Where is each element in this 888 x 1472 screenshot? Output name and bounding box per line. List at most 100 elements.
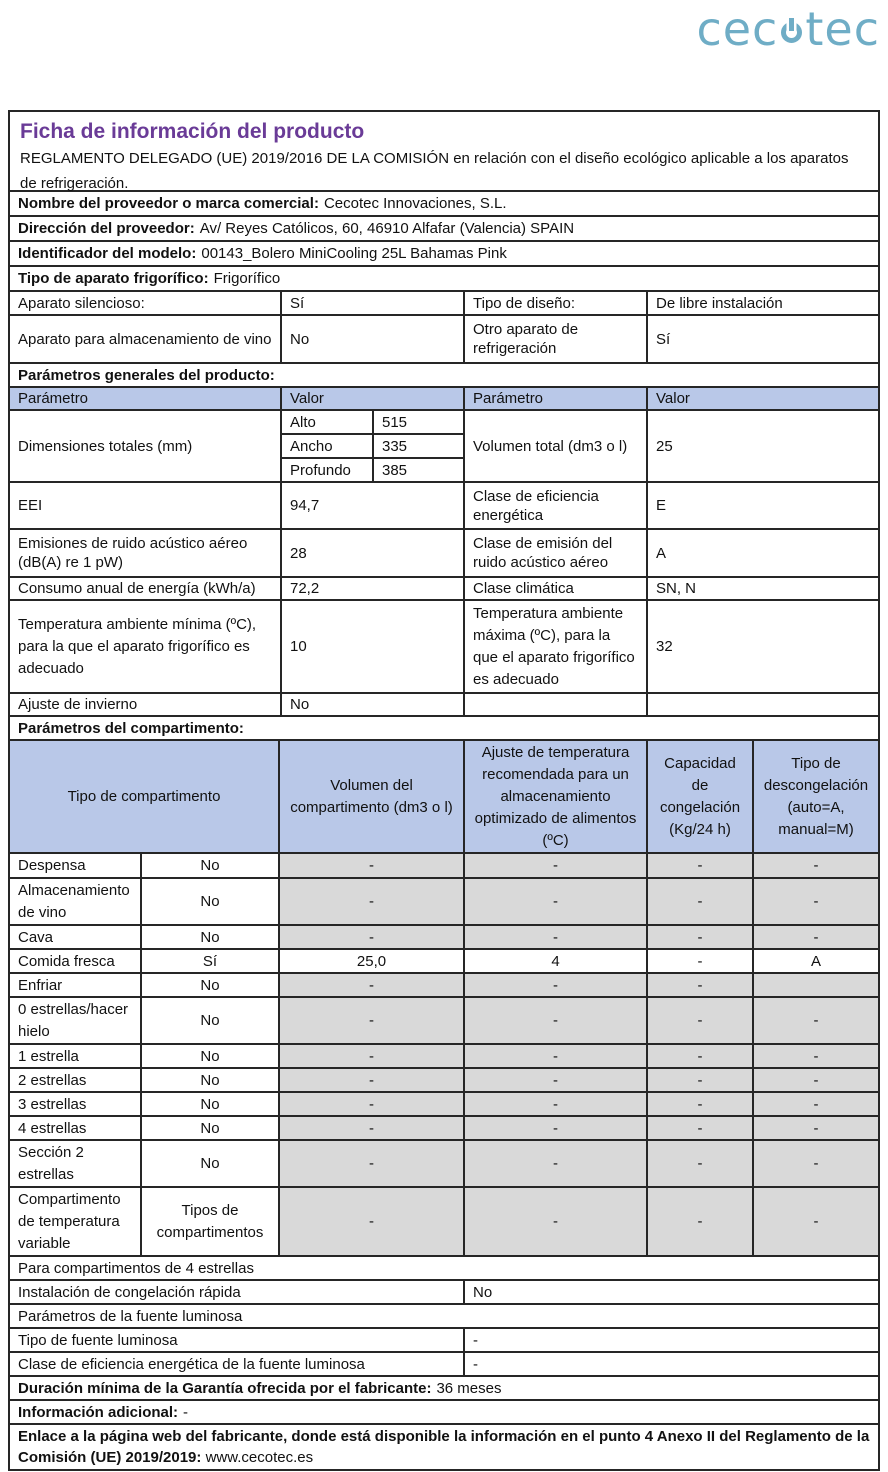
- compartment-defrost: A: [810, 952, 821, 970]
- compartment-status: No: [142, 1117, 280, 1139]
- row-additional-info: Información adicional: -: [10, 1401, 878, 1425]
- warranty-label: Duración mínima de la Garantía ofrecida …: [18, 1379, 432, 1397]
- other-refrigeration-label: Otro aparato de refrigeración: [465, 316, 648, 362]
- row-warranty: Duración mínima de la Garantía ofrecida …: [10, 1377, 878, 1401]
- compartment-temp: -: [465, 879, 648, 924]
- winter-setting-label: Ajuste de invierno: [10, 694, 282, 715]
- dim-ancho-label: Ancho: [282, 435, 374, 457]
- compartment-name: 0 estrellas/hacer hielo: [10, 998, 142, 1043]
- compartment-status: No: [142, 879, 280, 924]
- col-header-temp-setting: Ajuste de temperatura recomendada para u…: [465, 741, 648, 852]
- product-information-sheet: Ficha de información del producto REGLAM…: [8, 110, 880, 1471]
- compartment-defrost: -: [754, 1117, 878, 1139]
- compartment-volume: -: [280, 1141, 465, 1186]
- light-class-value: -: [473, 1355, 478, 1373]
- compartment-status: No: [142, 1069, 280, 1091]
- noise-class-label: Clase de emisión del ruido acústico aére…: [465, 530, 648, 576]
- row-appliance-type: Tipo de aparato frigorífico: Frigorífico: [10, 267, 878, 292]
- light-type-label: Tipo de fuente luminosa: [10, 1329, 465, 1351]
- energy-class-label: Clase de eficiencia energética: [465, 483, 648, 528]
- compartment-defrost: -: [754, 879, 878, 924]
- compartment-row-comida-fresca: Comida fresca Sí 25,0 4 - A: [10, 950, 878, 974]
- compartment-row-cava: Cava No - - - -: [10, 926, 878, 950]
- page-title: Ficha de información del producto: [20, 120, 365, 143]
- row-consumption: Consumo anual de energía (kWh/a) 72,2 Cl…: [10, 578, 878, 601]
- compartment-temp: -: [465, 1117, 648, 1139]
- compartment-name: Almacenamiento de vino: [10, 879, 142, 924]
- climate-class-label: Clase climática: [465, 578, 648, 599]
- compartment-name: Despensa: [10, 854, 142, 877]
- dim-ancho-value: 335: [382, 437, 408, 455]
- winter-setting-empty-2: [648, 694, 878, 715]
- compartment-temp: -: [465, 854, 648, 877]
- compartment-volume: -: [280, 879, 465, 924]
- row-light-source-title: Parámetros de la fuente luminosa: [10, 1305, 878, 1329]
- compartment-status: Sí: [142, 950, 280, 972]
- compartment-capacity: -: [648, 926, 754, 948]
- noise-class-value: A: [656, 544, 667, 562]
- dimensions-label: Dimensiones totales (mm): [10, 411, 282, 481]
- compartment-table-header: Tipo de compartimento Volumen del compar…: [10, 741, 878, 854]
- compartment-temp: -: [465, 1093, 648, 1115]
- compartment-capacity: -: [648, 1045, 754, 1067]
- row-silent-design: Aparato silencioso: Sí Tipo de diseño: D…: [10, 292, 878, 316]
- design-type-value: De libre instalación: [656, 294, 783, 312]
- provider-address-value: Av/ Reyes Católicos, 60, 46910 Alfafar (…: [199, 220, 575, 237]
- manufacturer-link-label: Enlace a la página web del fabricante, d…: [18, 1428, 870, 1466]
- compartment-volume: -: [280, 926, 465, 948]
- winter-setting-value: No: [282, 694, 465, 715]
- silent-appliance-label: Aparato silencioso:: [10, 292, 282, 314]
- compartment-temp: -: [465, 1188, 648, 1255]
- dimensions-subtable: Alto 515 Ancho 335 Profundo 385: [282, 411, 465, 481]
- row-four-star-title: Para compartimentos de 4 estrellas: [10, 1257, 878, 1281]
- compartment-volume: -: [280, 1188, 465, 1255]
- logo-text-right: tec: [805, 2, 880, 56]
- row-provider-address: Dirección del proveedor: Av/ Reyes Católi…: [10, 217, 878, 242]
- silent-appliance-value: Sí: [282, 292, 465, 314]
- wine-storage-value: No: [282, 316, 465, 362]
- provider-name-value: Cecotec Innovaciones, S.L.: [323, 195, 507, 212]
- max-temp-value: 32: [656, 638, 673, 655]
- compartment-volume: -: [280, 1093, 465, 1115]
- compartment-temp: -: [465, 1045, 648, 1067]
- additional-info-label: Información adicional:: [18, 1403, 179, 1421]
- general-parameters-title: Parámetros generales del producto:: [18, 366, 275, 384]
- compartment-parameters-title: Parámetros del compartimento:: [18, 719, 244, 737]
- row-noise: Emisiones de ruido acústico aéreo (dB(A)…: [10, 530, 878, 578]
- section-general-parameters: Parámetros generales del producto:: [10, 364, 878, 388]
- col-header-defrost-type: Tipo de descongelación (auto=A, manual=M…: [763, 754, 869, 838]
- compartment-row-despensa: Despensa No - - - -: [10, 854, 878, 879]
- compartment-temp: -: [465, 1141, 648, 1186]
- max-temp-label: Temperatura ambiente máxima (ºC), para l…: [465, 601, 648, 692]
- compartment-temp: 4: [465, 950, 648, 972]
- regulation-subtitle: REGLAMENTO DELEGADO (UE) 2019/2016 DE LA…: [20, 150, 849, 192]
- general-table-header: Parámetro Valor Parámetro Valor: [10, 388, 878, 411]
- compartment-name: 4 estrellas: [10, 1117, 142, 1139]
- compartment-volume: -: [280, 854, 465, 877]
- compartment-volume: -: [280, 974, 465, 996]
- noise-emission-value: 28: [282, 530, 465, 576]
- row-provider-name: Nombre del proveedor o marca comercial: C…: [10, 192, 878, 217]
- compartment-row-2-estrellas: 2 estrellas No - - - -: [10, 1069, 878, 1093]
- row-dimensions: Dimensiones totales (mm) Alto 515 Ancho …: [10, 411, 878, 483]
- other-refrigeration-value: Sí: [656, 330, 671, 348]
- compartment-row-0-estrellas: 0 estrellas/hacer hielo No - - - -: [10, 998, 878, 1045]
- row-wine-other: Aparato para almacenamiento de vino No O…: [10, 316, 878, 364]
- compartment-row-4-estrellas: 4 estrellas No - - - -: [10, 1117, 878, 1141]
- compartment-status: No: [142, 974, 280, 996]
- annual-consumption-label: Consumo anual de energía (kWh/a): [10, 578, 282, 599]
- compartment-capacity: -: [648, 854, 754, 877]
- power-button-icon: [781, 17, 803, 43]
- compartment-status: No: [142, 854, 280, 877]
- dim-profundo-value: 385: [382, 461, 408, 479]
- compartment-capacity: -: [648, 879, 754, 924]
- climate-class-value: SN, N: [656, 580, 697, 597]
- compartment-temp: -: [465, 1069, 648, 1091]
- compartment-status: Tipos de compartimentos: [142, 1188, 280, 1255]
- logo-text-left: cec: [696, 2, 779, 56]
- dim-alto-label: Alto: [282, 411, 374, 433]
- col-header-parametro-1: Parámetro: [10, 388, 282, 409]
- col-header-parametro-2: Parámetro: [465, 388, 648, 409]
- noise-emission-label: Emisiones de ruido acústico aéreo (dB(A)…: [10, 530, 282, 576]
- compartment-row-1-estrella: 1 estrella No - - - -: [10, 1045, 878, 1069]
